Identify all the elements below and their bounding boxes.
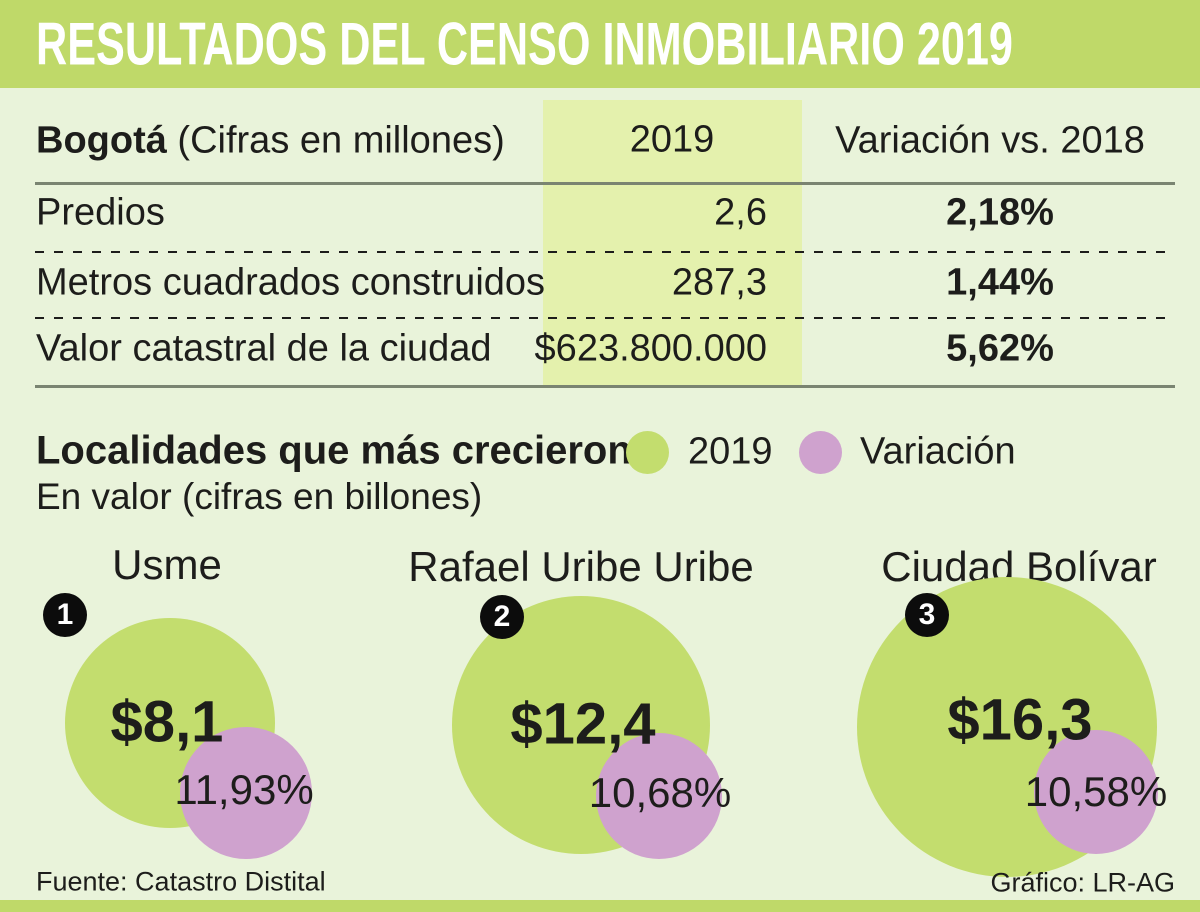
row-label-valor: Valor catastral de la ciudad [36, 327, 492, 370]
col-header-2019: 2019 [629, 118, 715, 161]
bubble-name-rafael-uribe: Rafael Uribe Uribe [408, 543, 754, 590]
table-dashed-rule-2 [35, 317, 1175, 319]
rank-badge-3: 3 [905, 593, 949, 637]
rank-badge-1: 1 [43, 593, 87, 637]
bubble-value-ciudad-bolivar: $16,3 [947, 687, 1093, 753]
bubble-variation-circle-ciudad-bolivar [1034, 730, 1158, 854]
col-header-variation: Variación vs. 2018 [835, 119, 1145, 162]
row-value-2019-predios: 2,6 [714, 191, 767, 234]
row-label-metros: Metros cuadrados construidos [36, 261, 546, 304]
section-subtitle: En valor (cifras en billones) [36, 476, 483, 517]
page-title: RESULTADOS DEL CENSO INMOBILIARIO 2019 [36, 10, 1013, 78]
row-value-2019-valor: $623.800.000 [534, 327, 767, 370]
bubble-value-rafael-uribe: $12,4 [510, 691, 656, 757]
row-variation-valor: 5,62% [946, 327, 1054, 370]
table-header-rule [35, 182, 1175, 185]
table-title-units: (Cifras en millones) [166, 119, 505, 162]
table-highlight-band-2019 [543, 100, 802, 387]
source-credit: Fuente: Catastro Distital [36, 866, 326, 897]
bottom-bar [0, 900, 1200, 912]
row-variation-predios: 2,18% [946, 191, 1054, 234]
rank-badge-2: 2 [480, 595, 524, 639]
legend-dot-variacion-icon [799, 431, 842, 474]
bubble-name-usme: Usme [112, 541, 222, 588]
table-dashed-rule-1 [35, 251, 1175, 253]
legend-label-variacion: Variación [860, 430, 1016, 473]
table-title-city: Bogotá [36, 119, 167, 162]
legend-label-2019: 2019 [688, 430, 773, 473]
bubble-variation-circle-usme [180, 727, 312, 859]
bubble-variation-usme: 11,93% [174, 766, 314, 813]
table-title: Bogotá (Cifras en millones) [36, 120, 505, 163]
bubble-value-usme: $8,1 [110, 689, 224, 755]
legend-dot-2019-icon [626, 431, 669, 474]
table-bottom-rule [35, 385, 1175, 388]
row-label-predios: Predios [36, 191, 165, 234]
bubble-variation-rafael-uribe: 10,68% [588, 769, 732, 816]
row-variation-metros: 1,44% [946, 261, 1054, 304]
header-banner: RESULTADOS DEL CENSO INMOBILIARIO 2019 [0, 0, 1200, 88]
section-title: Localidades que más crecieron [36, 428, 632, 473]
row-value-2019-metros: 287,3 [671, 261, 767, 304]
graphic-credit: Gráfico: LR-AG [990, 867, 1175, 898]
bubble-variation-circle-rafael-uribe [596, 733, 722, 859]
bubble-variation-ciudad-bolivar: 10,58% [1024, 768, 1168, 815]
